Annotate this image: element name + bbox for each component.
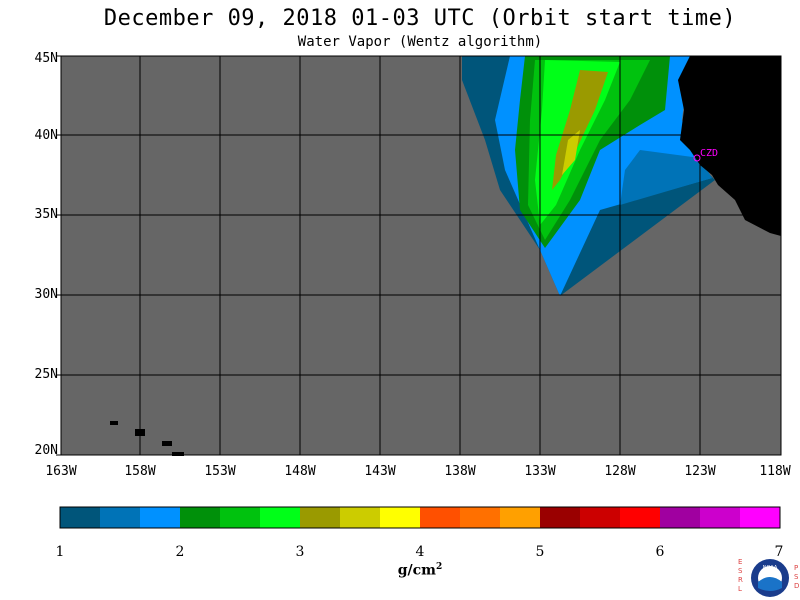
colorbar-frame [59,506,781,529]
colorbar-segment [220,507,261,528]
logo-right-letters: PSD [794,564,800,590]
colorbar-segment [740,507,781,528]
colorbar-segment [580,507,621,528]
lat-label-35n: 35N [34,207,58,222]
water-vapor-swath [462,56,715,296]
lon-label-128w: 128W [604,464,636,479]
colorbar-segment [140,507,181,528]
colorbar-segment [60,507,101,528]
colorbar-segment [180,507,221,528]
colorbar-segment [500,507,541,528]
colorbar-segment [260,507,301,528]
logo-left-letters: ESRL [738,558,743,593]
colorbar-segment [100,507,141,528]
colorbar [60,507,781,528]
noaa-emblem-icon: NOAA [751,559,789,597]
lat-label-45n: 45N [34,51,58,66]
colorbar-segment [620,507,661,528]
lon-label-153w: 153W [204,464,236,479]
colorbar-segment [300,507,341,528]
colorbar-label-1: 1 [55,544,65,560]
lon-label-163w: 163W [45,464,77,479]
station-label: CZD [700,148,718,159]
lon-label-118w: 118W [759,464,791,479]
lon-label-133w: 133W [524,464,556,479]
noaa-logo: ESRL NOAA PSD [736,556,800,600]
colorbar-label-6: 6 [655,544,665,560]
map-frame [60,55,782,456]
lon-label-143w: 143W [364,464,396,479]
colorbar-label-3: 3 [295,544,305,560]
colorbar-label-7: 7 [774,544,784,560]
colorbar-label-2: 2 [175,544,185,560]
land-california [678,56,781,236]
colorbar-units: g/cm2 [397,562,443,579]
map-subtitle: Water Vapor (Wentz algorithm) [297,34,543,50]
colorbar-label-5: 5 [535,544,545,560]
colorbar-segment [540,507,581,528]
lat-label-20n: 20N [34,443,58,458]
svg-text:NOAA: NOAA [763,565,778,571]
colorbar-segment [420,507,461,528]
lon-label-138w: 138W [444,464,476,479]
colorbar-label-4: 4 [415,544,425,560]
lon-label-158w: 158W [124,464,156,479]
map-gridlines [61,56,781,455]
colorbar-segment [660,507,701,528]
station-circle [693,154,701,162]
lat-label-40n: 40N [34,128,58,143]
lon-label-148w: 148W [284,464,316,479]
colorbar-segment [380,507,421,528]
lat-label-30n: 30N [34,287,58,302]
map-title: December 09, 2018 01-03 UTC (Orbit start… [103,6,737,31]
lat-label-25n: 25N [34,367,58,382]
station-marker-czd: CZD [693,148,718,162]
colorbar-segment [340,507,381,528]
lon-label-123w: 123W [684,464,716,479]
colorbar-segment [460,507,501,528]
colorbar-segment [700,507,741,528]
